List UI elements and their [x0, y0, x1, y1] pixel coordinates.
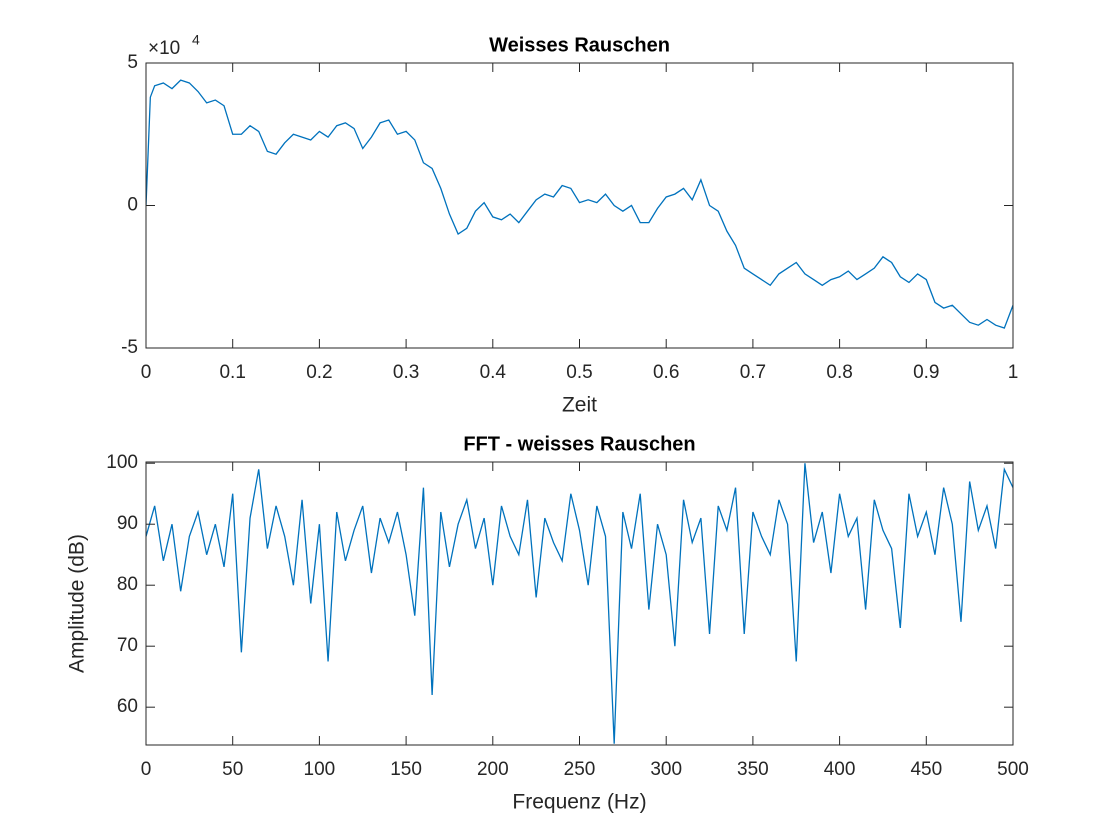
y-tick-label: 5	[127, 52, 138, 73]
x-tick-label: 0	[141, 759, 152, 780]
x-tick-label: 500	[997, 759, 1029, 780]
x-axis-label: Zeit	[562, 394, 597, 417]
y-tick-label: 70	[117, 635, 138, 656]
x-tick-label: 0.5	[566, 362, 592, 383]
x-tick-label: 1	[1008, 362, 1019, 383]
x-tick-label: 0.9	[913, 362, 939, 383]
y-tick-label: 90	[117, 513, 138, 534]
chart-title: FFT - weisses Rauschen	[463, 433, 695, 455]
chart-title: Weisses Rauschen	[489, 34, 670, 56]
y-tick-label: 0	[127, 195, 138, 216]
x-tick-label: 0.4	[480, 362, 507, 383]
x-axis-label: Frequenz (Hz)	[512, 791, 646, 814]
x-tick-label: 100	[304, 759, 336, 780]
x-tick-label: 0.2	[306, 362, 332, 383]
x-tick-label: 0.6	[653, 362, 679, 383]
x-tick-label: 0.7	[740, 362, 766, 383]
y-tick-label: 100	[106, 452, 138, 473]
y-tick-label: 80	[117, 574, 138, 595]
x-tick-label: 400	[824, 759, 856, 780]
x-tick-label: 150	[390, 759, 422, 780]
axes-background	[146, 462, 1013, 745]
x-tick-label: 200	[477, 759, 509, 780]
data-line	[146, 463, 1013, 744]
x-tick-label: 0.8	[826, 362, 852, 383]
x-tick-label: 350	[737, 759, 769, 780]
x-tick-label: 0	[141, 362, 152, 383]
x-tick-label: 0.3	[393, 362, 419, 383]
y-exponent-power: 4	[192, 32, 200, 48]
y-tick-label: -5	[121, 337, 138, 358]
x-tick-label: 50	[222, 759, 243, 780]
y-tick-label: 60	[117, 696, 138, 717]
x-tick-label: 450	[910, 759, 942, 780]
y-axis-label: Amplitude (dB)	[66, 534, 89, 673]
axes-background	[146, 63, 1013, 348]
data-line	[146, 79, 1013, 329]
x-tick-label: 0.1	[219, 362, 245, 383]
x-tick-label: 300	[650, 759, 682, 780]
y-exponent-base: ×10	[148, 38, 180, 59]
x-tick-label: 250	[564, 759, 596, 780]
